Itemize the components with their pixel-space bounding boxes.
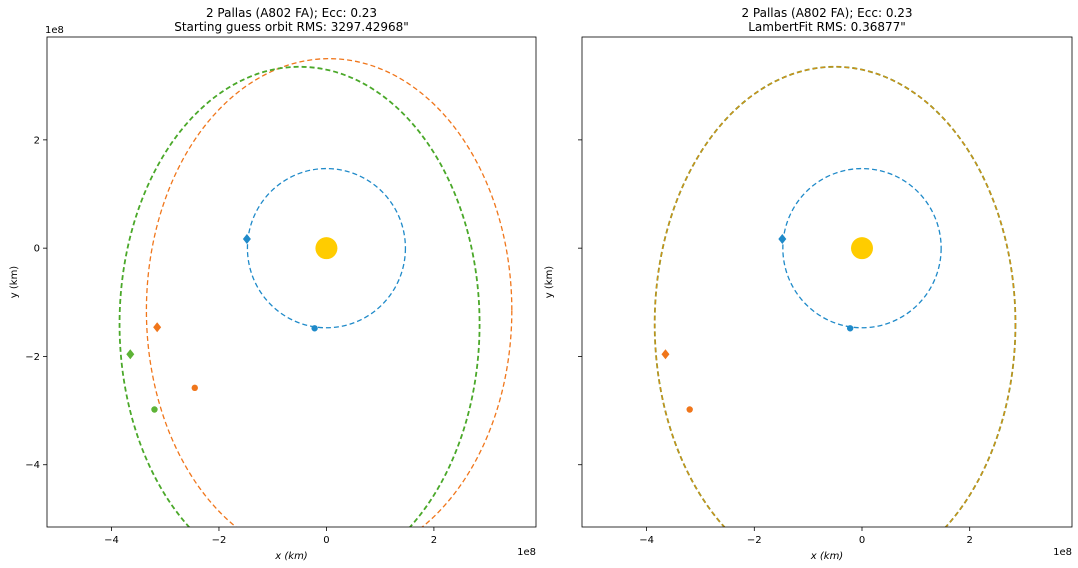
observation-point-4 — [191, 384, 198, 392]
x-tick-label: −2 — [747, 535, 762, 546]
observation-point-1 — [242, 233, 251, 244]
orbit-2 — [653, 65, 1017, 527]
x-tick-label: −4 — [104, 535, 119, 546]
plot-area — [653, 65, 1017, 527]
x-tick-label: 2 — [967, 535, 973, 546]
y-tick-label: 0 — [34, 244, 40, 255]
observation-point-3 — [153, 322, 162, 333]
chart-title: 2 Pallas (A802 FA); Ecc: 0.23 — [206, 6, 377, 20]
y-offset-label: 1e8 — [45, 25, 64, 36]
chart-subtitle: LambertFit RMS: 0.36877" — [748, 20, 906, 34]
orbit-1 — [246, 167, 407, 329]
chart-title: 2 Pallas (A802 FA); Ecc: 0.23 — [741, 6, 912, 20]
sun-marker — [315, 237, 338, 260]
sun-marker — [851, 237, 873, 260]
chart-subtitle: Starting guess orbit RMS: 3297.42968" — [174, 20, 409, 34]
y-tick-label: −2 — [25, 352, 40, 363]
observation-point-5 — [126, 349, 135, 360]
observation-point-1 — [778, 233, 787, 244]
observation-point-2 — [846, 325, 854, 332]
orbit-2 — [145, 58, 513, 527]
y-tick-label: −4 — [25, 460, 40, 471]
y-axis-label: y (km) — [9, 266, 20, 299]
axes-frame — [581, 36, 1073, 528]
x-tick-label: 0 — [323, 535, 329, 546]
y-axis-label: y (km) — [544, 266, 555, 299]
orbit-3 — [654, 66, 1016, 527]
x-tick-label: 0 — [859, 535, 865, 546]
observation-point-2 — [311, 325, 318, 332]
x-offset-label: 1e8 — [517, 547, 536, 558]
axes-frame — [46, 36, 537, 528]
y-tick-label: 2 — [34, 135, 40, 146]
observation-point-3 — [661, 349, 670, 360]
x-axis-label: x (km) — [274, 551, 307, 562]
observation-point-6 — [151, 406, 158, 413]
x-axis-label: x (km) — [810, 551, 843, 562]
orbit-1 — [782, 167, 942, 329]
x-tick-label: −4 — [639, 535, 654, 546]
x-tick-label: 2 — [431, 535, 437, 546]
x-offset-label: 1e8 — [1053, 547, 1072, 558]
chart-panel-2: 2 Pallas (A802 FA); Ecc: 0.23LambertFit … — [544, 6, 1073, 562]
orbit-3 — [118, 65, 481, 527]
x-tick-label: −2 — [212, 535, 227, 546]
observation-point-4 — [686, 406, 693, 413]
plot-area — [118, 58, 513, 527]
